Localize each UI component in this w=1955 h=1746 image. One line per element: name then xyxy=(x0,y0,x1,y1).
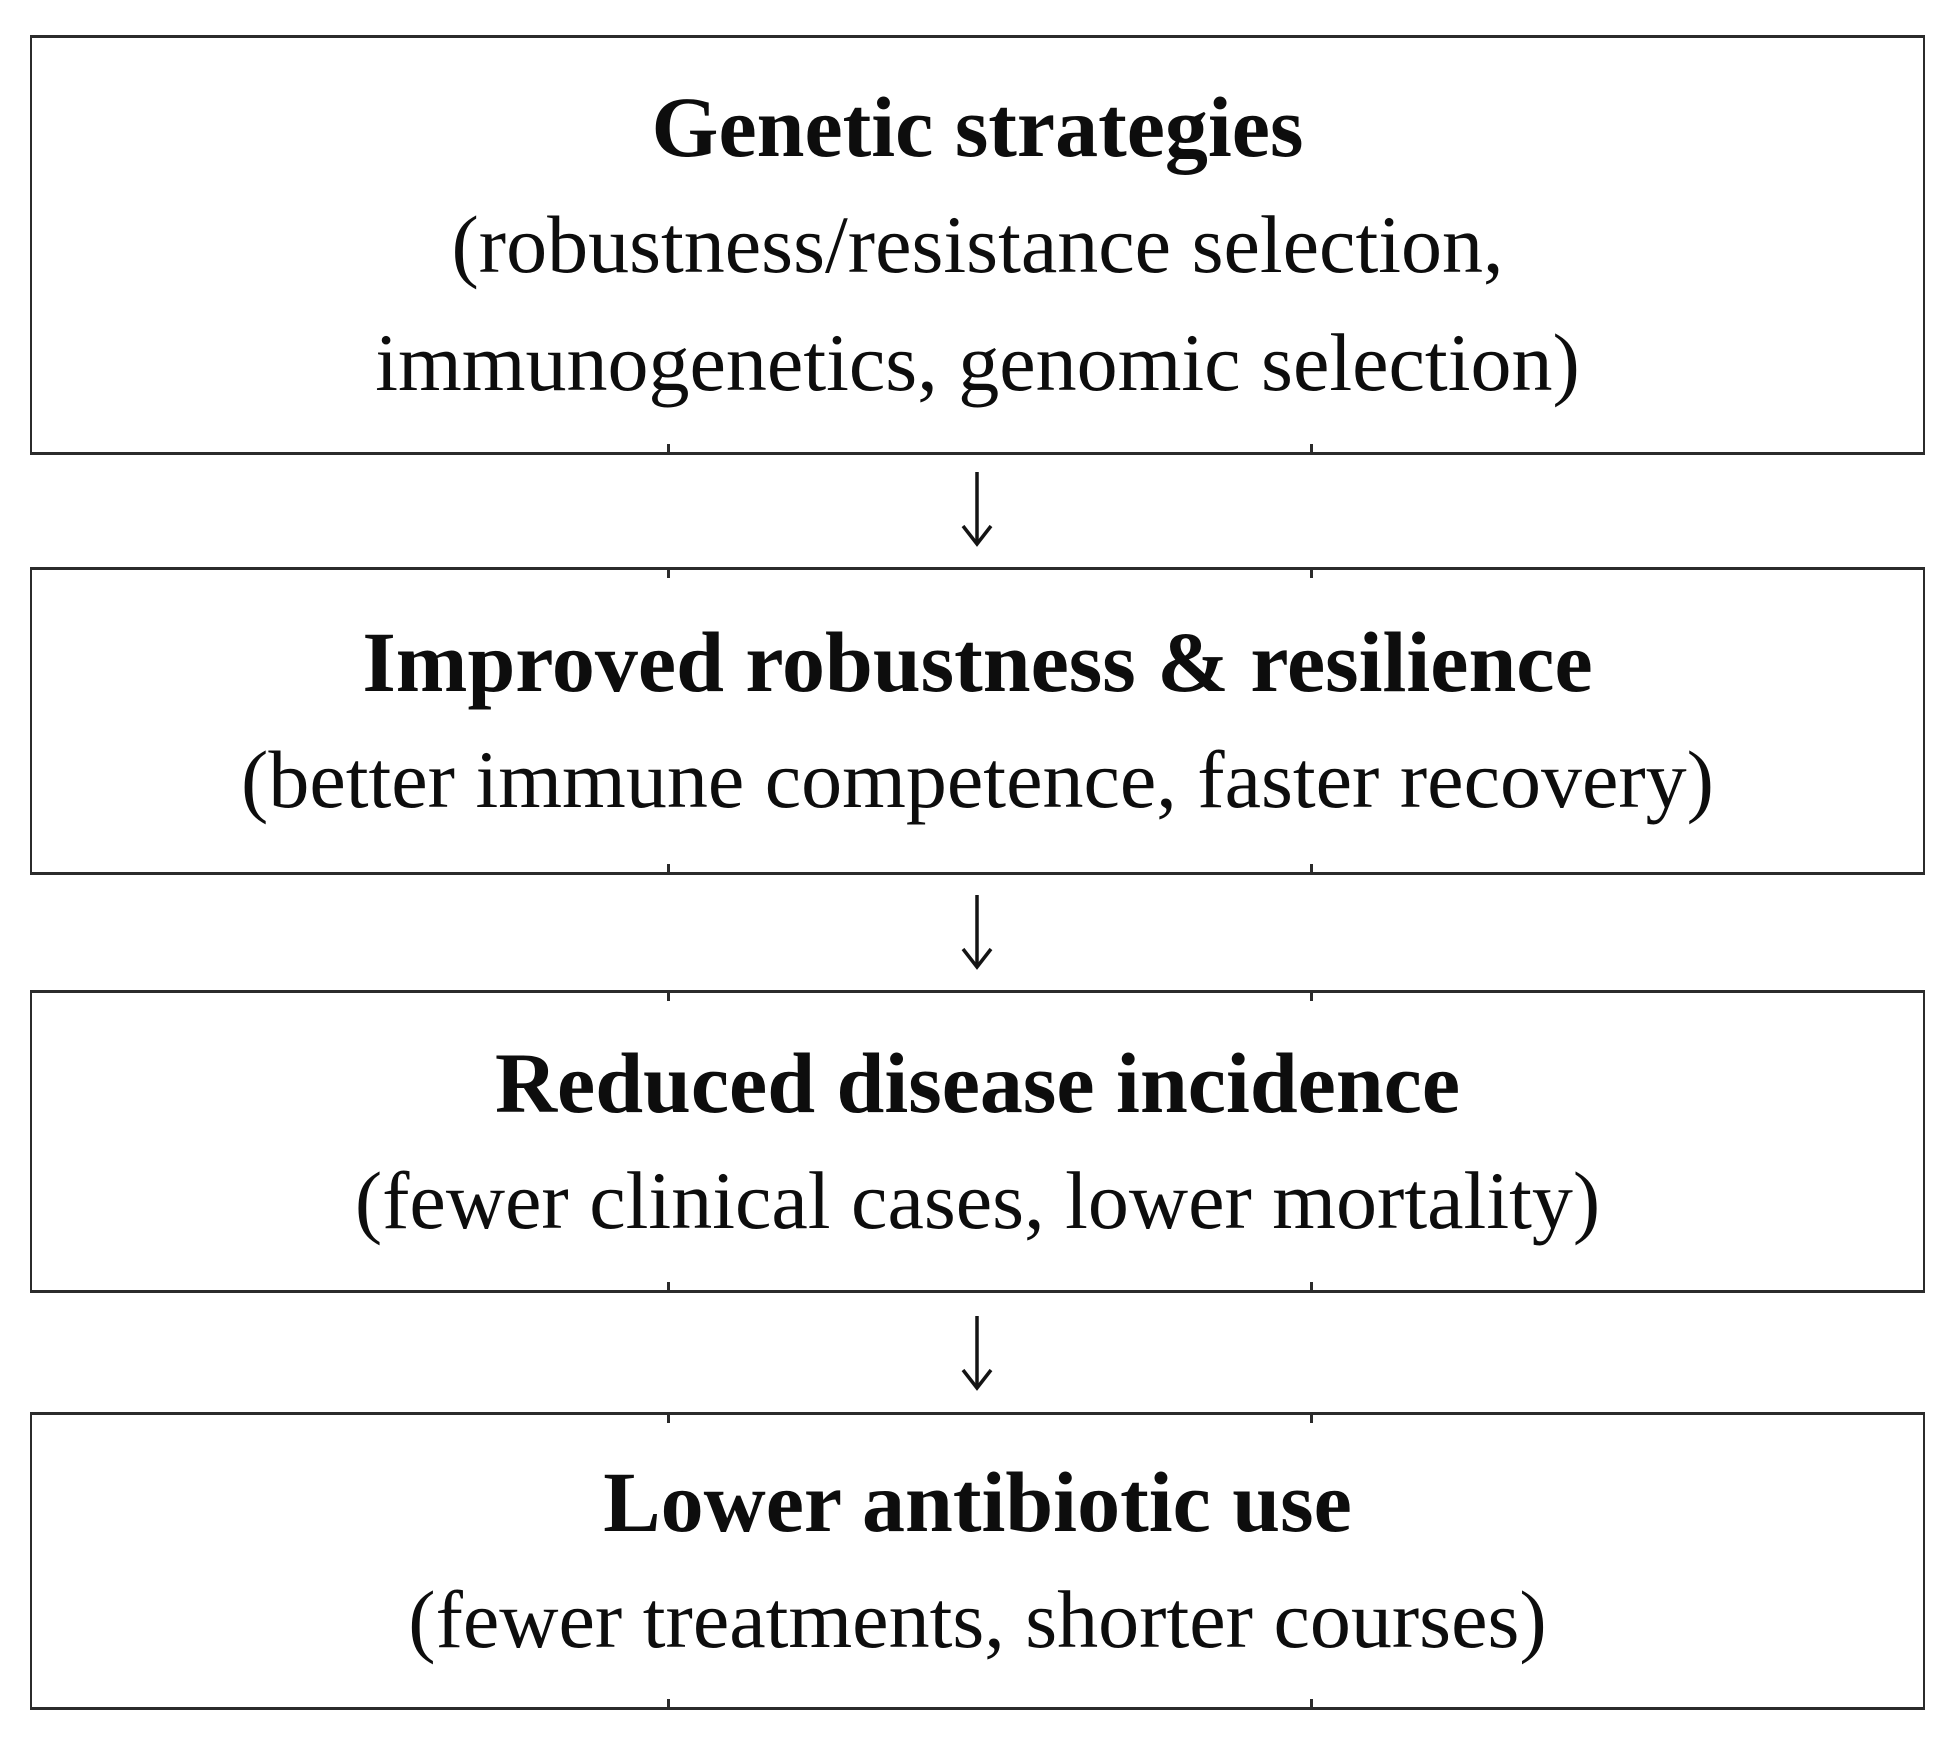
box-subtitle-line-1: (fewer treatments, shorter courses) xyxy=(408,1574,1547,1665)
box-title: Genetic strategies xyxy=(651,79,1304,175)
column-tick xyxy=(667,1282,671,1290)
column-tick xyxy=(1310,444,1314,452)
column-tick xyxy=(1310,570,1314,578)
column-tick xyxy=(1310,993,1314,1001)
box-lower-antibiotic-use: Lower antibiotic use (fewer treatments, … xyxy=(30,1412,1925,1710)
box-title: Reduced disease incidence xyxy=(494,1034,1461,1131)
box-subtitle-line-2: immunogenetics, genomic selection) xyxy=(375,317,1580,408)
down-arrow-icon xyxy=(955,1314,999,1396)
box-genetic-strategies: Genetic strategies (robustness/resistanc… xyxy=(30,35,1925,455)
down-arrow-icon xyxy=(955,893,999,975)
column-tick xyxy=(667,570,671,578)
column-tick xyxy=(1310,864,1314,872)
column-tick xyxy=(667,993,671,1001)
column-tick xyxy=(1310,1699,1314,1707)
column-tick xyxy=(667,1699,671,1707)
box-reduced-disease-incidence: Reduced disease incidence (fewer clinica… xyxy=(30,990,1925,1293)
box-title: Improved robustness & resilience xyxy=(362,614,1593,710)
box-title: Lower antibiotic use xyxy=(603,1454,1352,1550)
down-arrow-icon xyxy=(955,470,999,552)
box-improved-robustness-resilience: Improved robustness & resilience (better… xyxy=(30,567,1925,875)
column-tick xyxy=(667,1415,671,1423)
box-subtitle-line-1: (better immune competence, faster recove… xyxy=(241,734,1714,825)
column-tick xyxy=(1310,1415,1314,1423)
column-tick xyxy=(1310,1282,1314,1290)
column-tick xyxy=(667,444,671,452)
box-subtitle-line-1: (robustness/resistance selection, xyxy=(451,199,1504,290)
column-tick xyxy=(667,864,671,872)
box-subtitle-line-1: (fewer clinical cases, lower mortality) xyxy=(354,1154,1601,1246)
